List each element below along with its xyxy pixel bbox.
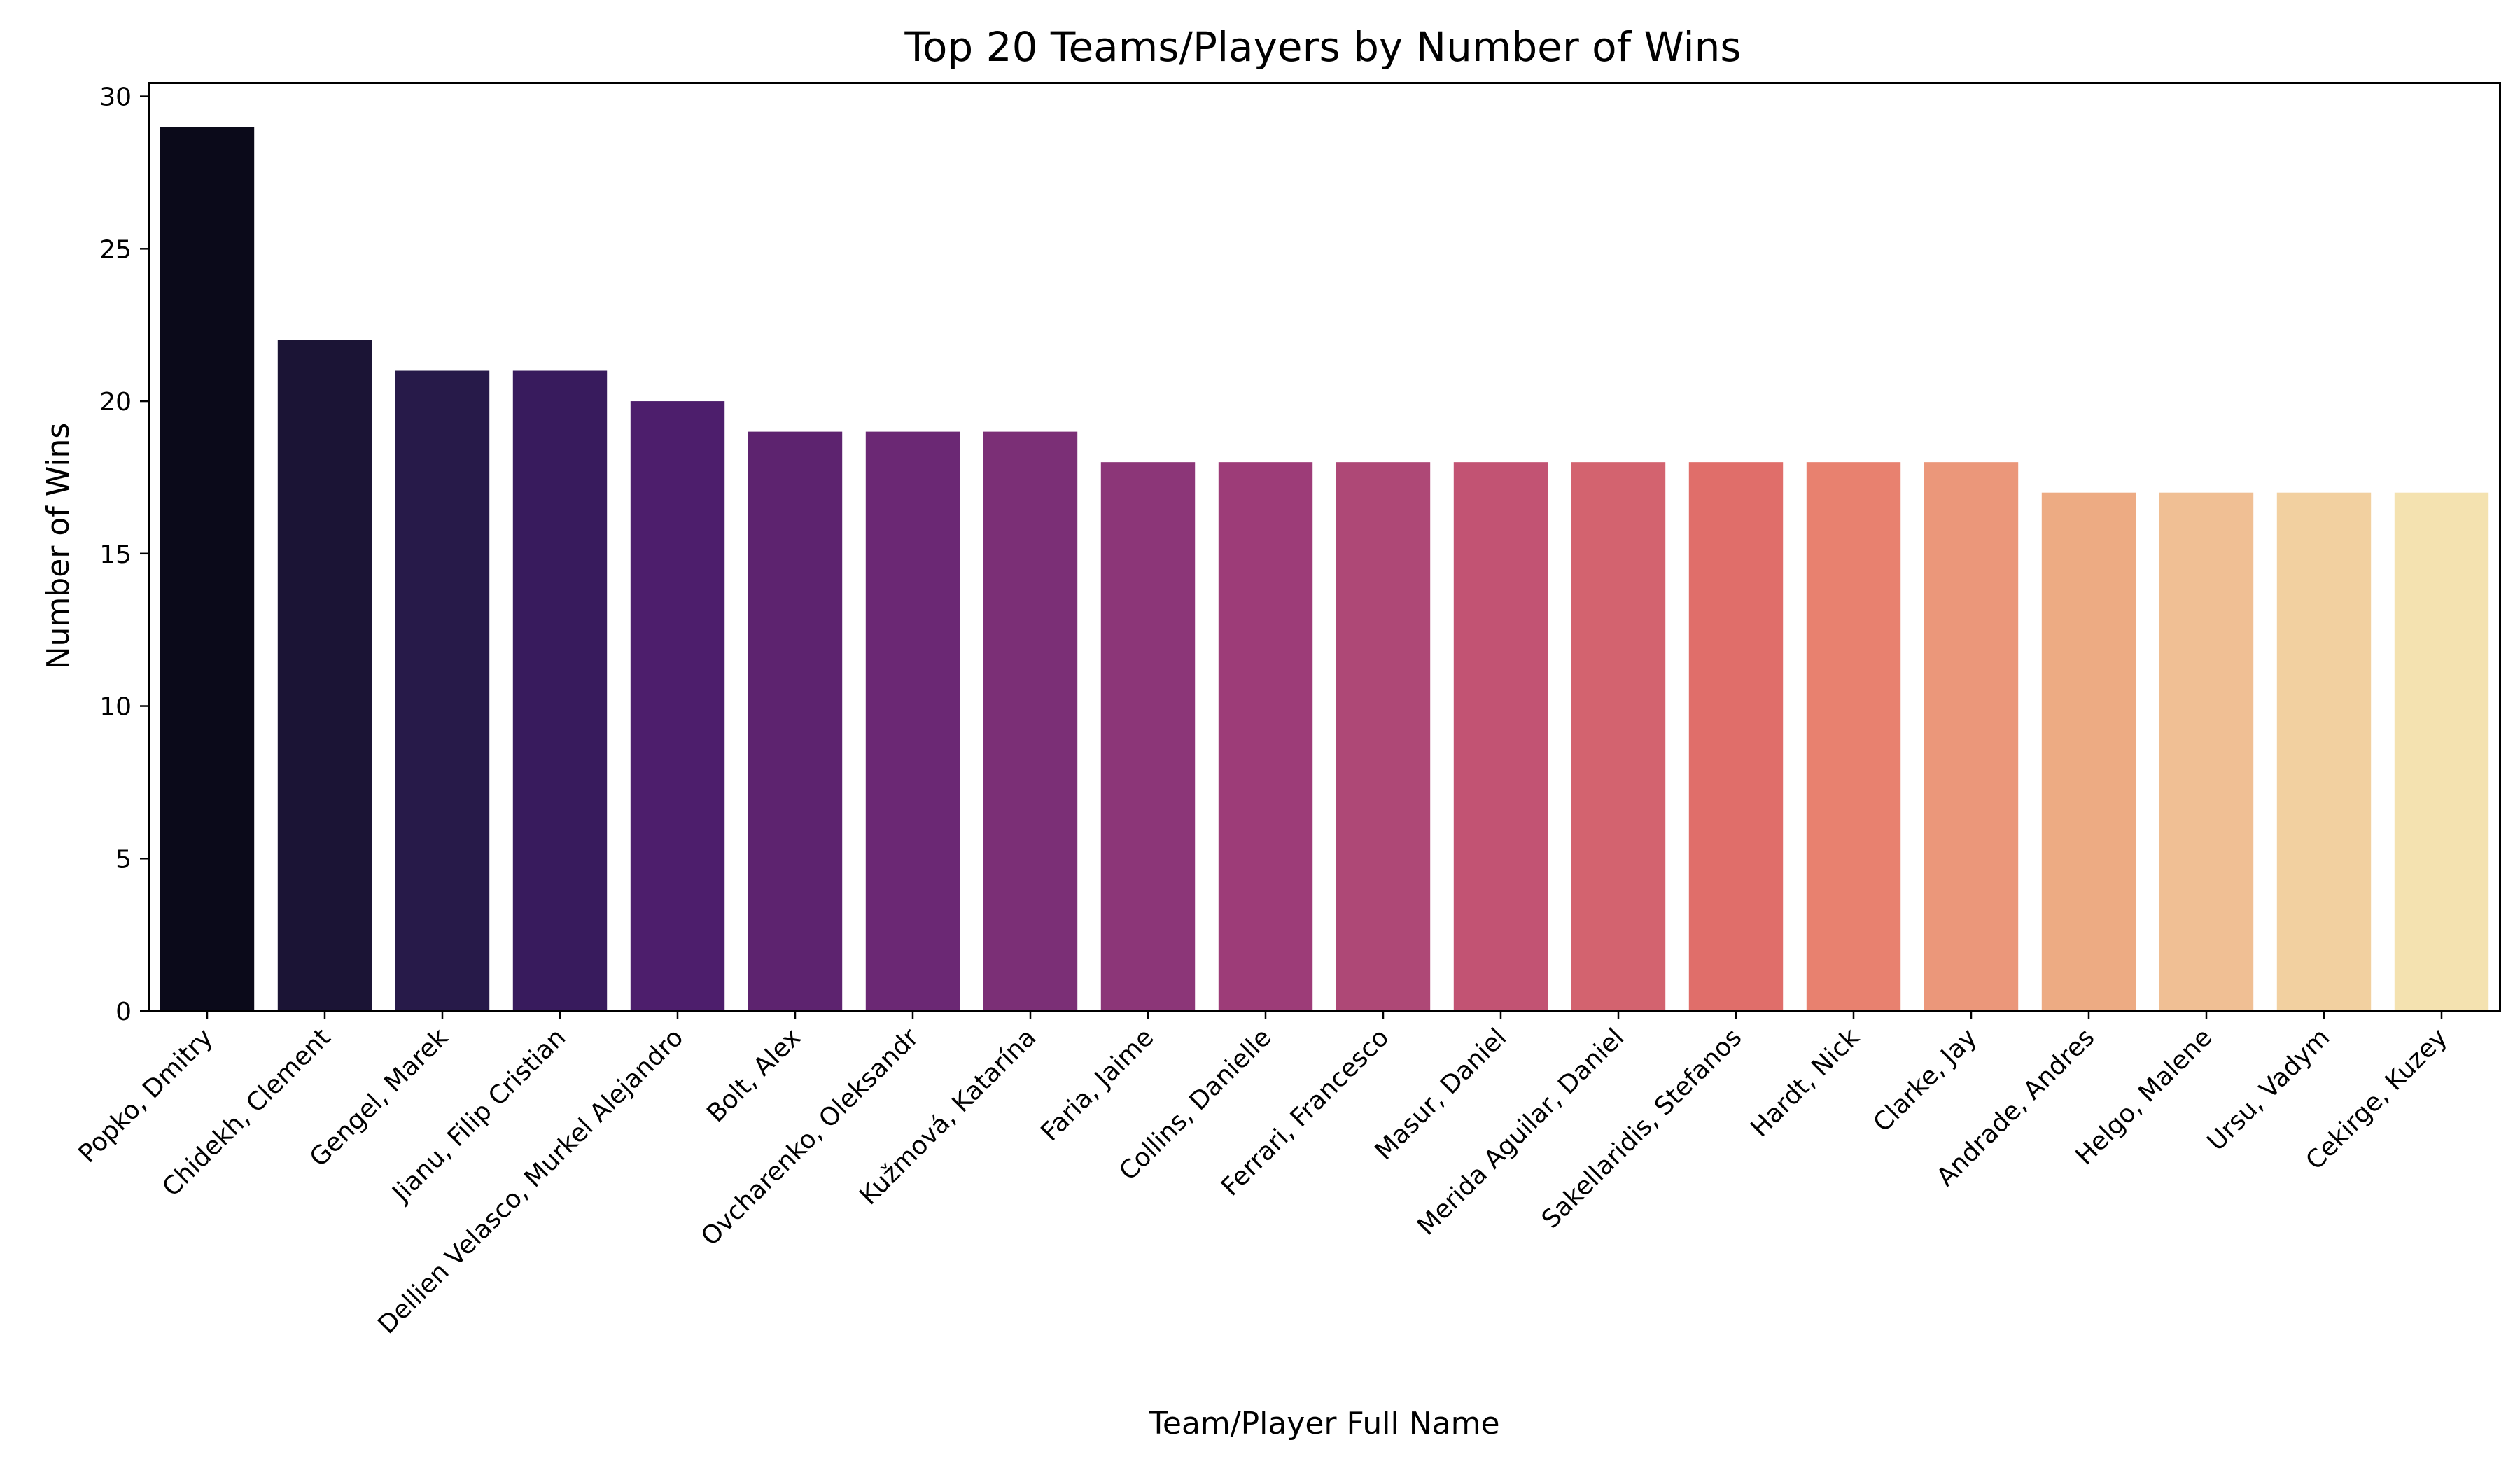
bar [1806,462,1901,1011]
bar [630,401,725,1011]
bar [277,340,372,1011]
bar [2041,492,2136,1011]
bar [160,127,255,1012]
bar [1100,462,1196,1011]
y-tick-label: 5 [115,845,132,874]
y-tick-label: 0 [115,998,132,1026]
bar [395,370,490,1011]
bar [2159,492,2254,1011]
plot-frame [148,82,2501,1012]
bar [512,370,608,1011]
bar [865,431,960,1011]
bar-group [160,127,2489,1012]
bar [1924,462,2019,1011]
bar [1453,462,1548,1011]
bar [1571,462,1666,1011]
bar [983,431,1078,1011]
x-axis-label: Team/Player Full Name [1148,1406,1499,1441]
bar [2394,492,2489,1011]
bar [2276,492,2372,1011]
bar [748,431,843,1011]
y-tick-label: 20 [99,388,132,417]
bar [1336,462,1431,1011]
y-axis: 0 5 10 15 20 25 30 [99,83,148,1026]
y-tick-label: 25 [99,235,132,264]
bar [1688,462,1784,1011]
chart-title: Top 20 Teams/Players by Number of Wins [904,23,1741,71]
y-axis-label: Number of Wins [41,423,76,670]
y-tick-label: 30 [99,83,132,112]
y-tick-label: 10 [99,693,132,722]
y-tick-label: 15 [99,540,132,569]
bar [1218,462,1313,1011]
